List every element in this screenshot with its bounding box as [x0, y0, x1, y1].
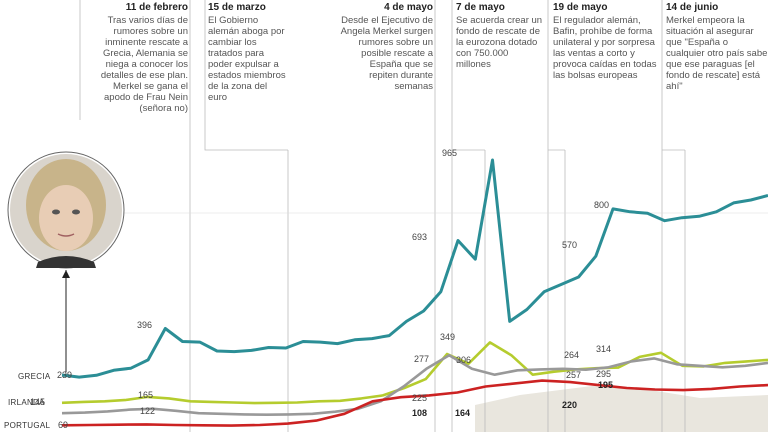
- point-label: 800: [594, 200, 609, 210]
- annotation-date: 19 de mayo: [553, 2, 608, 13]
- point-label: 195: [598, 380, 613, 390]
- series-label-irlanda: IRLANDA: [8, 398, 45, 407]
- point-label: 164: [455, 408, 470, 418]
- point-label: 277: [414, 354, 429, 364]
- point-label: 69: [58, 420, 68, 430]
- point-label: 314: [596, 344, 611, 354]
- point-label: 220: [562, 400, 577, 410]
- series-label-grecia: GRECIA: [18, 372, 51, 381]
- series-line-grecia: [61, 158, 768, 379]
- annotation-date: 7 de mayo: [456, 2, 505, 13]
- series-label-portugal: PORTUGAL: [4, 421, 51, 430]
- series-line-irlanda: [61, 341, 768, 405]
- annotation-text: Se acuerda crear un fondo de rescate de …: [456, 15, 543, 70]
- mouth: [57, 233, 75, 237]
- point-label: 396: [137, 320, 152, 330]
- point-label: 295: [596, 369, 611, 379]
- annotation-1: 11 de febrero Tras varios días de rumores…: [86, 2, 188, 114]
- point-label: 145: [30, 397, 45, 407]
- annotation-3: 4 de mayo Desde el Ejecutivo de Angela Me…: [340, 2, 433, 92]
- arrowhead-icon: [62, 270, 70, 278]
- left-eye: [52, 209, 60, 215]
- point-label: 239: [57, 370, 72, 380]
- point-label: 306: [456, 355, 471, 365]
- annotation-6: 14 de junio Merkel empeora la situación a…: [666, 2, 768, 92]
- annotation-4: 7 de mayo Se acuerda crear un fondo de re…: [456, 2, 544, 70]
- point-label: 257: [566, 370, 581, 380]
- face-shape: [39, 185, 93, 251]
- series-line-espana: [61, 379, 768, 427]
- point-label: 108: [412, 408, 427, 418]
- annotation-date: 11 de febrero: [125, 2, 188, 13]
- point-label: 165: [138, 390, 153, 400]
- annotation-text: El Gobierno alemán aboga por cambiar los…: [208, 15, 286, 103]
- shaded-area: [475, 385, 768, 432]
- point-label: 225: [412, 393, 427, 403]
- shoulders: [36, 256, 96, 268]
- point-label: 264: [564, 350, 579, 360]
- annotation-text: Merkel empeora la situación al asegurar …: [666, 15, 768, 92]
- annotation-5: 19 de mayo El regulador alemán, Bafin, pr…: [553, 2, 660, 81]
- point-label: 122: [140, 406, 155, 416]
- annotation-date: 15 de marzo: [208, 2, 266, 13]
- annotation-text: El regulador alemán, Bafin, prohíbe de f…: [553, 15, 657, 81]
- right-eye: [72, 209, 80, 215]
- point-label: 693: [412, 232, 427, 242]
- annotation-date: 4 de mayo: [384, 2, 433, 13]
- point-label: 965: [442, 148, 457, 158]
- point-label: 349: [440, 332, 455, 342]
- annotation-text: Desde el Ejecutivo de Angela Merkel surg…: [340, 15, 433, 92]
- point-label: 570: [562, 240, 577, 250]
- annotation-date: 14 de junio: [666, 2, 719, 13]
- annotation-text: Tras varios días de rumores sobre un inm…: [100, 15, 188, 114]
- series-line-portugal: [61, 353, 768, 417]
- annotation-box-2: [204, 0, 288, 151]
- annotation-2: 15 de marzo El Gobierno alemán aboga por …: [208, 2, 288, 103]
